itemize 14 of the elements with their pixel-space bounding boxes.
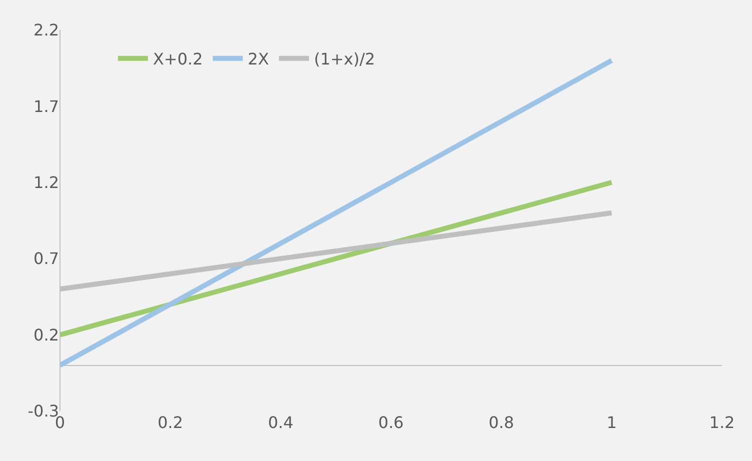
x-tick-label: 1 xyxy=(606,413,617,432)
legend-label: X+0.2 xyxy=(152,50,203,69)
y-tick-label: 0.2 xyxy=(34,325,59,344)
legend-label: 2X xyxy=(248,50,269,69)
y-tick-label: 0.7 xyxy=(34,249,59,268)
y-tick-label: 1.7 xyxy=(34,96,59,116)
y-tick-label: 1.2 xyxy=(34,173,59,192)
y-tick-label: 2.2 xyxy=(34,20,59,40)
x-tick-label: 0.8 xyxy=(488,413,514,432)
x-tick-label: 1.2 xyxy=(709,413,735,432)
x-tick-label: 0.2 xyxy=(158,413,184,432)
x-tick-label: 0.4 xyxy=(268,413,294,432)
x-tick-label: 0.6 xyxy=(378,413,404,432)
legend-label: (1+x)/2 xyxy=(314,50,376,69)
